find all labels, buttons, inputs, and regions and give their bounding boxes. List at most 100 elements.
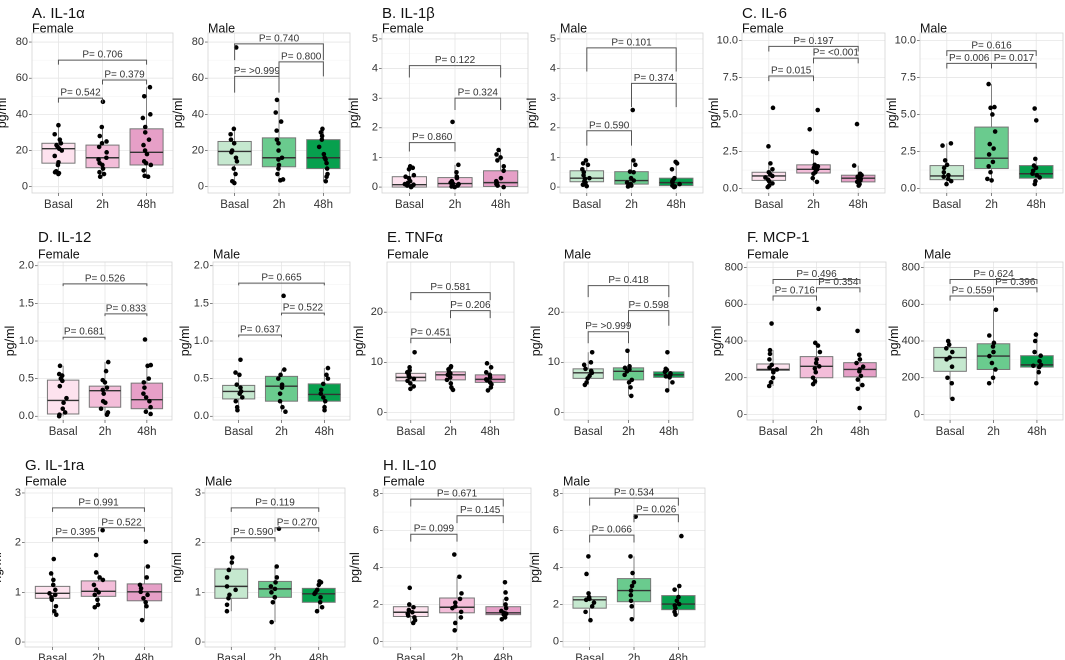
data-point: [224, 575, 230, 580]
group-basal: [933, 338, 967, 402]
data-point: [585, 162, 591, 168]
p-value-label: P= 0.740: [259, 33, 300, 44]
y-tick-label: 5: [550, 33, 556, 45]
x-tick-label: Basal: [574, 426, 603, 438]
data-point: [1032, 338, 1038, 344]
data-point: [816, 364, 822, 369]
data-point: [987, 353, 992, 359]
y-tick-label: 60: [16, 72, 28, 84]
y-tick-label: 0: [377, 406, 383, 418]
data-point: [98, 406, 104, 412]
data-point: [314, 587, 320, 593]
p-value-label: P= >0.999: [234, 66, 281, 77]
group-2h: [976, 307, 1011, 386]
p-value-label: P= 0.860: [412, 132, 453, 143]
bracket-line: [993, 287, 1038, 293]
x-tick-label: 48h: [137, 426, 156, 438]
data-point: [97, 174, 103, 180]
data-point: [1032, 106, 1037, 111]
y-axis-label: pg/ml: [887, 326, 901, 357]
y-tick-label: 0: [198, 181, 204, 193]
data-point: [763, 175, 768, 180]
data-point: [855, 328, 860, 334]
bracket-line: [991, 62, 1037, 69]
data-point: [457, 574, 462, 580]
y-tick-label: 2.0: [194, 260, 209, 272]
panel-subtitle: Female: [25, 474, 67, 488]
y-tick-label: 5: [372, 33, 378, 45]
data-point: [233, 398, 239, 404]
group-48h: [126, 539, 163, 623]
data-point: [503, 605, 509, 611]
comparison-bracket: P= 0.418: [587, 275, 670, 298]
group-2h: [258, 526, 292, 625]
data-point: [105, 410, 111, 415]
comparison-bracket: P= 0.681: [62, 327, 106, 340]
data-point: [323, 178, 329, 184]
bracket-line: [633, 514, 679, 523]
data-point: [628, 554, 633, 559]
comparison-bracket: P= 0.197: [768, 36, 859, 52]
data-point: [584, 183, 590, 189]
data-point: [588, 360, 594, 365]
data-point: [672, 587, 677, 592]
data-point: [58, 140, 64, 146]
data-point: [275, 376, 281, 381]
bracket-line: [813, 57, 859, 64]
data-point: [498, 175, 504, 181]
data-point: [625, 348, 630, 354]
x-tick-label: Basal: [44, 199, 73, 211]
p-value-label: P= 0.354: [818, 277, 859, 288]
y-tick-label: 1: [550, 151, 556, 163]
y-tick-label: 60: [192, 72, 204, 84]
data-point: [452, 628, 457, 633]
data-point: [584, 571, 589, 577]
x-tick-label: Basal: [759, 426, 788, 438]
data-point: [494, 152, 499, 157]
group-48h: [301, 579, 336, 614]
data-point: [622, 365, 628, 371]
data-point: [279, 155, 285, 161]
comparison-bracket: P= 0.451: [410, 328, 451, 344]
bracket-line: [57, 59, 148, 65]
x-tick-label: 2h: [92, 653, 105, 660]
comparison-bracket: P= 0.206: [450, 300, 491, 319]
data-point: [274, 97, 280, 103]
p-value-label: P= 0.026: [636, 504, 677, 515]
data-point: [583, 158, 589, 163]
bracket-line: [98, 527, 145, 532]
data-point: [485, 388, 491, 393]
data-point: [142, 337, 148, 342]
data-point: [766, 144, 771, 149]
x-tick-label: 2h: [622, 426, 635, 438]
bracket-line: [238, 334, 282, 338]
data-point: [322, 398, 328, 404]
comparison-bracket: P= 0.665: [238, 273, 325, 286]
data-point: [990, 344, 996, 349]
bracket-line: [410, 292, 491, 301]
data-point: [321, 151, 327, 157]
data-point: [770, 181, 775, 186]
data-point: [588, 617, 593, 623]
group-basal: [41, 122, 76, 177]
data-point: [459, 591, 464, 596]
box: [1020, 355, 1054, 368]
data-point: [148, 162, 154, 168]
data-point: [583, 366, 588, 372]
data-point: [630, 570, 635, 576]
data-point: [1037, 358, 1042, 364]
p-value-label: P= 0.581: [430, 282, 471, 293]
comparison-bracket: P= 0.671: [410, 489, 504, 507]
y-tick-label: 4: [373, 561, 379, 573]
data-point: [274, 137, 280, 142]
data-point: [580, 166, 585, 172]
group-2h: [80, 527, 117, 610]
group-2h: [261, 97, 297, 183]
data-point: [1031, 363, 1036, 369]
data-point: [990, 159, 996, 165]
y-tick-label: 1: [15, 586, 21, 598]
y-tick-label: 600: [725, 298, 743, 310]
data-point: [813, 369, 819, 375]
